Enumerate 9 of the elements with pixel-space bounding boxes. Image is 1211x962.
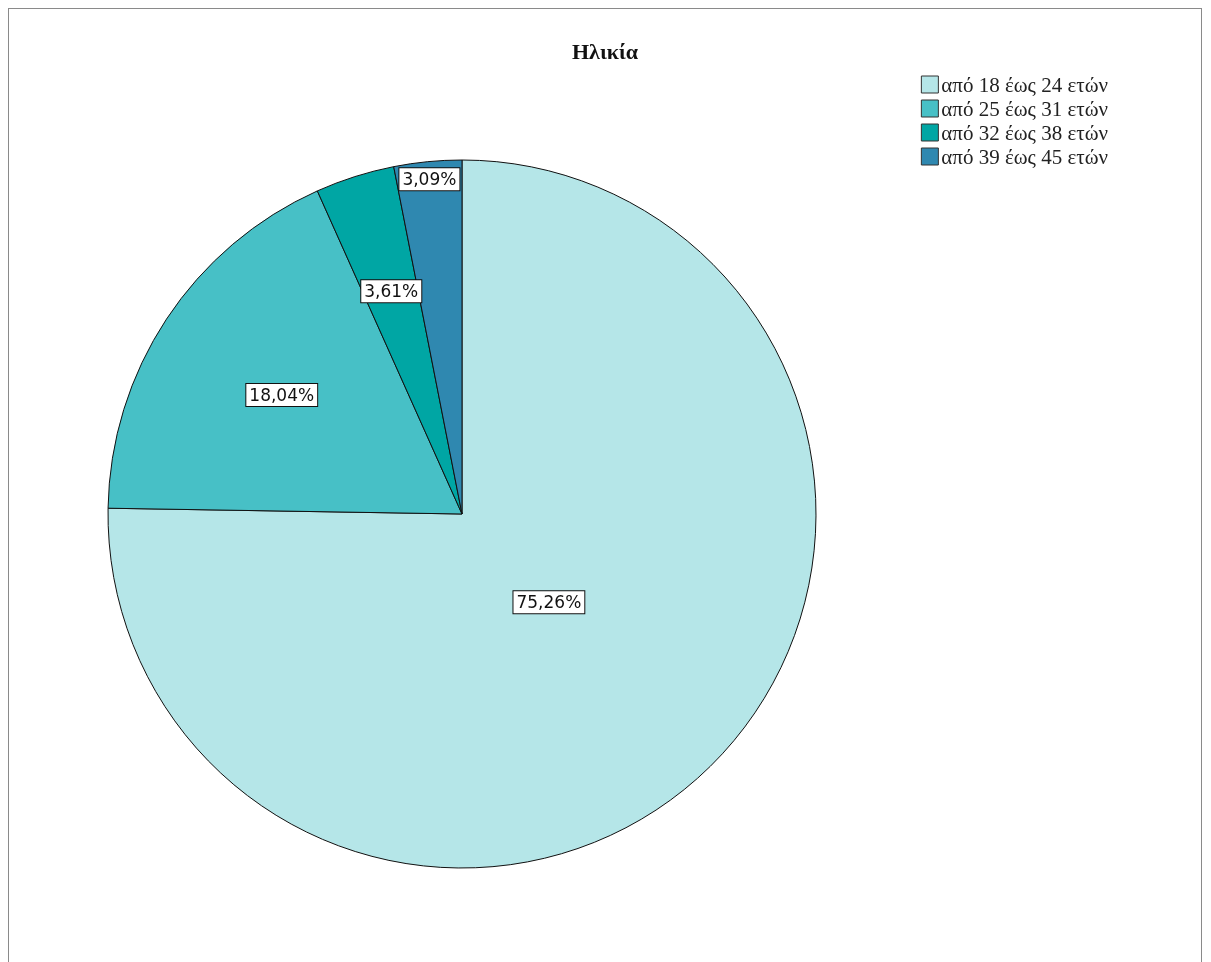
data-label: 75,26%: [516, 592, 582, 613]
legend-label: από 39 έως 45 ετών: [941, 144, 1108, 169]
legend-label: από 25 έως 31 ετών: [941, 96, 1108, 121]
data-label: 18,04%: [249, 385, 315, 406]
legend-label: από 18 έως 24 ετών: [941, 72, 1108, 97]
chart-title: Ηλικία: [571, 38, 639, 64]
legend-label: από 32 έως 38 ετών: [941, 120, 1108, 145]
data-label: 3,61%: [364, 281, 419, 302]
data-label: 3,09%: [402, 169, 457, 190]
